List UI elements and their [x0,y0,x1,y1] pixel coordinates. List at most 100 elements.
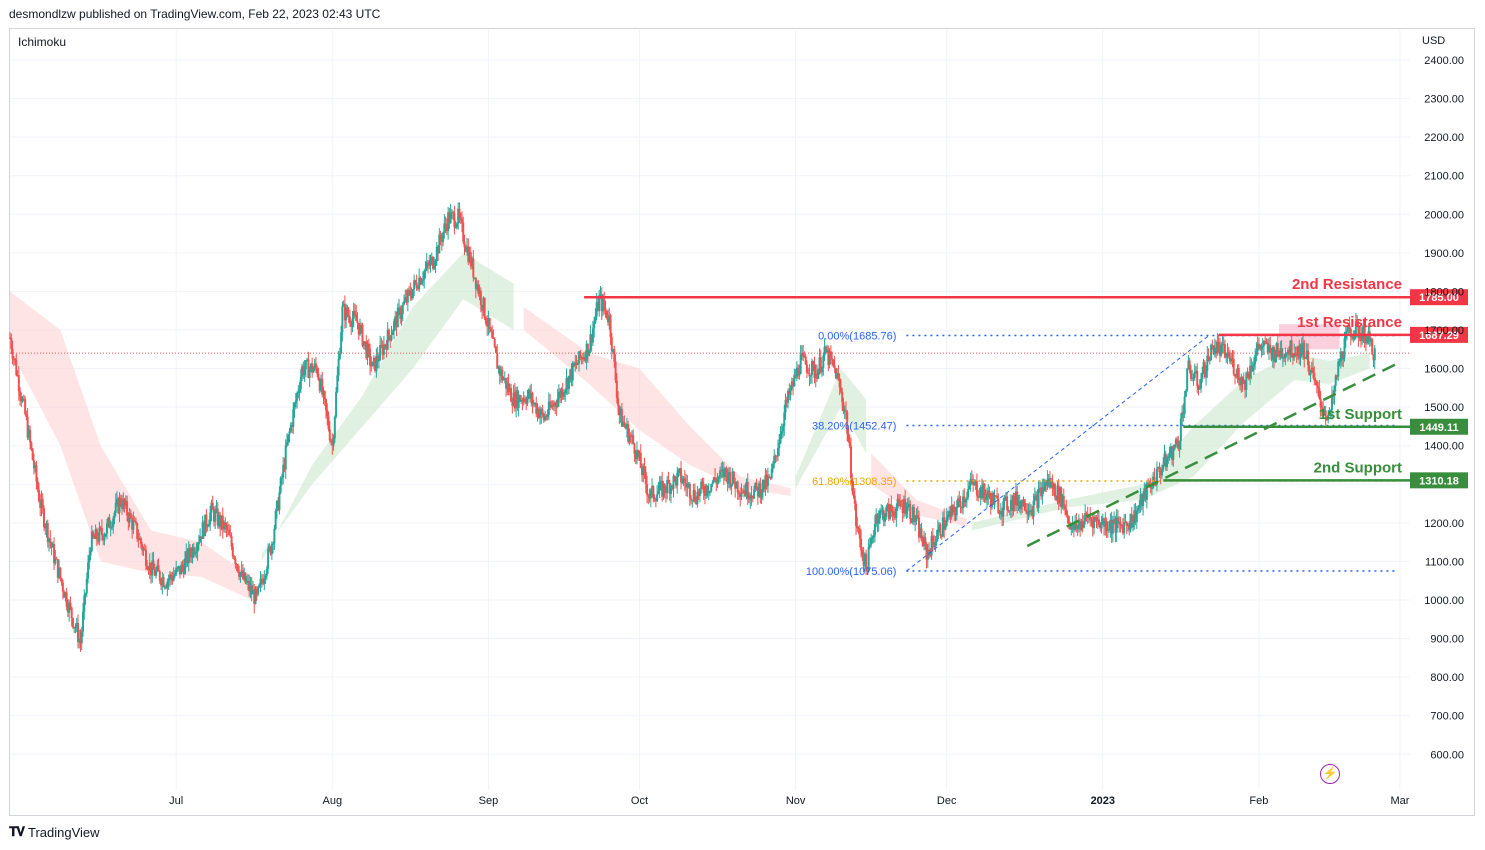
candle-body [1325,416,1328,421]
candle-body [1200,379,1203,389]
candle-body [1289,340,1292,355]
candle-body [60,578,63,583]
candle-body [1284,353,1287,359]
fib-trend-line [906,335,1209,572]
candle-body [739,493,742,497]
candle-body [1075,521,1078,530]
candle-body [690,498,693,500]
candle-body [1247,377,1250,379]
candle-body [477,284,480,294]
candle-body [667,479,670,483]
candle-body [637,449,640,457]
candle-body [962,496,965,509]
candle-body [1103,518,1106,527]
candle-body [1174,439,1177,446]
indicator-label[interactable]: Ichimoku [18,35,67,49]
candle-body [1166,457,1169,467]
candle-body [946,514,949,518]
candle-body [928,549,931,552]
candle-body [73,626,76,628]
candle-body [839,387,842,392]
candle-body [40,499,43,508]
candle-body [326,410,329,417]
candle-body [653,498,656,500]
candle-body [1327,414,1330,421]
candle-body [687,483,690,485]
candle-body [48,538,51,542]
candle-body [1354,322,1357,338]
candle-body [1274,356,1277,362]
candle-body [165,586,168,589]
candle-body [1142,493,1145,507]
candle-body [1337,361,1340,377]
candle-body [915,515,918,522]
candle-body [10,337,13,350]
candle-body [562,393,565,397]
candle-body [228,529,231,535]
candle-body [289,425,292,432]
candle-body [523,398,526,402]
candle-body [1030,510,1033,513]
y-tick-label: 2300.00 [1424,94,1464,106]
candle-body [1313,373,1316,381]
x-tick-label: Oct [631,795,648,807]
candle-body [444,223,447,226]
candle-body [374,357,377,372]
candle-body [11,349,14,359]
candle-body [394,316,397,322]
candle-body [1052,483,1055,489]
candle-body [1064,506,1067,510]
candle-body [94,529,97,539]
candle-body [732,471,735,483]
candle-body [415,282,418,289]
candle-body [1304,358,1307,360]
y-tick-label: 900.00 [1430,634,1464,646]
candle-body [309,363,312,370]
candle-body [998,513,1001,515]
candle-body [880,510,883,512]
candle-body [155,570,158,576]
candle-body [814,373,817,378]
candle-body [107,517,110,524]
candle-body [476,284,479,289]
candle-body [1194,370,1197,373]
candle-body [935,538,938,543]
candle-body [663,483,666,492]
lightning-icon[interactable]: ⚡ [1320,764,1340,784]
candle-body [241,570,244,579]
candle-body [233,556,236,559]
candle-body [865,553,868,569]
candle-body [1202,362,1205,373]
candle-body [852,490,855,496]
candle-body [190,555,193,558]
candle-body [1091,519,1094,529]
candle-body [1100,522,1103,529]
chart-frame[interactable] [9,28,1475,816]
footer-brand[interactable]: 𝐓𝐕 TradingView [9,824,100,840]
candle-body [612,349,615,352]
candle-body [322,391,325,395]
candle-body [1308,365,1311,376]
candle-body [353,310,356,315]
candle-body [768,476,771,478]
candle-body [243,572,246,579]
ascending-trendline[interactable] [1026,363,1396,548]
candle-body [1150,487,1153,489]
candle-body [419,277,422,285]
candle-body [1110,519,1113,534]
candle-body [454,227,457,229]
candle-body [1294,353,1297,356]
candle-body [1324,410,1327,417]
candle-body [581,357,584,360]
candle-body [113,512,116,519]
candle-body [574,362,577,366]
candle-body [1347,325,1350,331]
candle-body [9,337,11,339]
candle-body [205,514,208,527]
candle-body [491,331,494,338]
candle-body [517,395,520,409]
candle-body [361,324,364,346]
candle-body [122,499,125,509]
candle-body [100,528,103,536]
